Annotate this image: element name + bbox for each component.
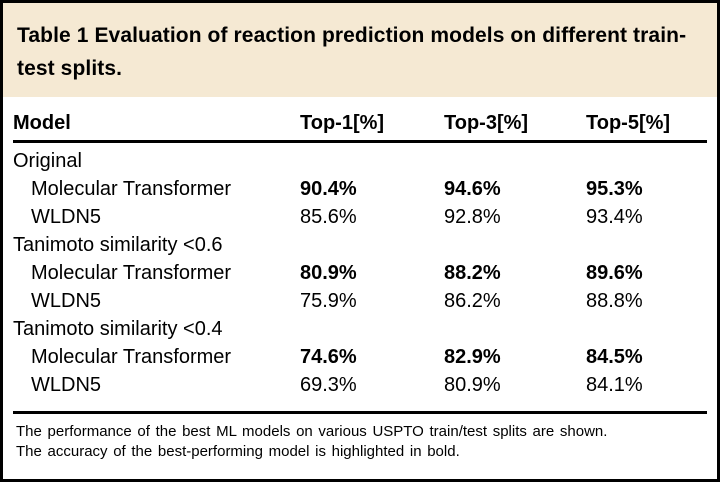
- group-label: Tanimoto similarity <0.4: [13, 318, 223, 340]
- table-body: Model Top-1[%] Top-3[%] Top-5[%] Origina…: [3, 97, 717, 462]
- table-row: Molecular Transformer 74.6% 82.9% 84.5%: [13, 343, 707, 371]
- top3-value: 88.2%: [444, 262, 501, 284]
- top5-value: 95.3%: [586, 178, 643, 200]
- top5-value: 93.4%: [586, 206, 643, 228]
- top1-value: 90.4%: [300, 178, 357, 200]
- column-header-top5: Top-5[%]: [586, 112, 671, 134]
- top3-value: 94.6%: [444, 178, 501, 200]
- top1-value: 80.9%: [300, 262, 357, 284]
- column-header-top1: Top-1[%]: [300, 112, 385, 134]
- top1-value: 74.6%: [300, 346, 357, 368]
- footer-divider: [13, 411, 707, 414]
- top5-value: 84.5%: [586, 346, 643, 368]
- top5-value: 84.1%: [586, 374, 643, 396]
- table-row-group: Tanimoto similarity <0.4: [13, 315, 707, 343]
- model-name: Molecular Transformer: [31, 346, 232, 368]
- top3-value: 80.9%: [444, 374, 501, 396]
- top5-value: 88.8%: [586, 290, 643, 312]
- table-row-group: Tanimoto similarity <0.6: [13, 231, 707, 259]
- table-row-group: Original: [13, 147, 707, 175]
- table-row: Molecular Transformer 80.9% 88.2% 89.6%: [13, 259, 707, 287]
- top3-value: 92.8%: [444, 206, 501, 228]
- table-row: WLDN5 69.3% 80.9% 84.1%: [13, 371, 707, 399]
- top1-value: 75.9%: [300, 290, 357, 312]
- column-header-top3: Top-3[%]: [444, 112, 529, 134]
- top3-value: 82.9%: [444, 346, 501, 368]
- group-label: Original: [13, 150, 82, 172]
- top1-value: 69.3%: [300, 374, 357, 396]
- model-name: WLDN5: [31, 290, 102, 312]
- table-title: Table 1 Evaluation of reaction predictio…: [3, 3, 717, 97]
- model-name: Molecular Transformer: [31, 178, 232, 200]
- column-header-row: Model Top-1[%] Top-3[%] Top-5[%]: [13, 97, 707, 143]
- footnote-line-1: The performance of the best ML models on…: [16, 423, 608, 440]
- column-header-model: Model: [13, 112, 71, 134]
- model-name: Molecular Transformer: [31, 262, 232, 284]
- footnote-line-2: The accuracy of the best-performing mode…: [16, 443, 460, 460]
- top1-value: 85.6%: [300, 206, 357, 228]
- group-label: Tanimoto similarity <0.6: [13, 234, 223, 256]
- model-name: WLDN5: [31, 374, 102, 396]
- table-row: Molecular Transformer 90.4% 94.6% 95.3%: [13, 175, 707, 203]
- table-footnote: The performance of the best ML models on…: [13, 414, 707, 462]
- table-row: WLDN5 85.6% 92.8% 93.4%: [13, 203, 707, 231]
- model-name: WLDN5: [31, 206, 102, 228]
- table-rows: Original Molecular Transformer 90.4% 94.…: [13, 143, 707, 399]
- table-row: WLDN5 75.9% 86.2% 88.8%: [13, 287, 707, 315]
- top5-value: 89.6%: [586, 262, 643, 284]
- top3-value: 86.2%: [444, 290, 501, 312]
